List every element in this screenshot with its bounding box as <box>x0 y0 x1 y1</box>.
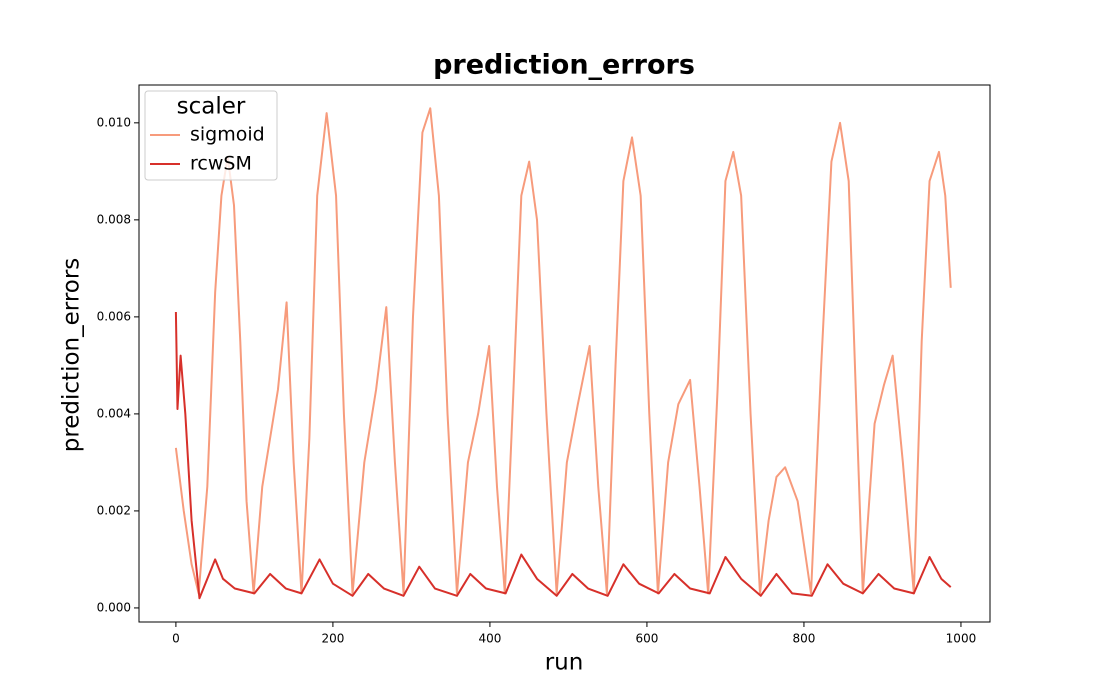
y-axis-label: prediction_errors <box>59 258 85 453</box>
legend: scaler sigmoid rcwSM <box>144 90 278 181</box>
x-tick-label: 800 <box>792 632 815 646</box>
x-tick-label: 400 <box>478 632 501 646</box>
legend-title: scaler <box>177 94 246 120</box>
line-series <box>174 107 952 595</box>
y-tick-label: 0.006 <box>97 309 131 323</box>
x-tick-label: 0 <box>172 632 180 646</box>
y-tick-label: 0.010 <box>97 115 131 129</box>
y-tick-label: 0.004 <box>97 406 131 420</box>
x-tick-label: 200 <box>321 632 344 646</box>
y-tick-label: 0.008 <box>97 212 131 226</box>
plot-area <box>174 107 952 600</box>
plot-frame <box>138 84 991 623</box>
x-axis-label: run <box>545 650 584 676</box>
y-tick-label: 0.000 <box>97 600 131 614</box>
line-series <box>174 312 952 600</box>
y-tick-label: 0.002 <box>97 503 131 517</box>
chart-title: prediction_errors <box>433 50 695 81</box>
legend-label: sigmoid <box>190 124 265 146</box>
x-tick-label: 600 <box>635 632 658 646</box>
legend-label: rcwSM <box>190 153 252 175</box>
x-tick-label: 1000 <box>946 632 977 646</box>
legend-box <box>144 90 278 181</box>
